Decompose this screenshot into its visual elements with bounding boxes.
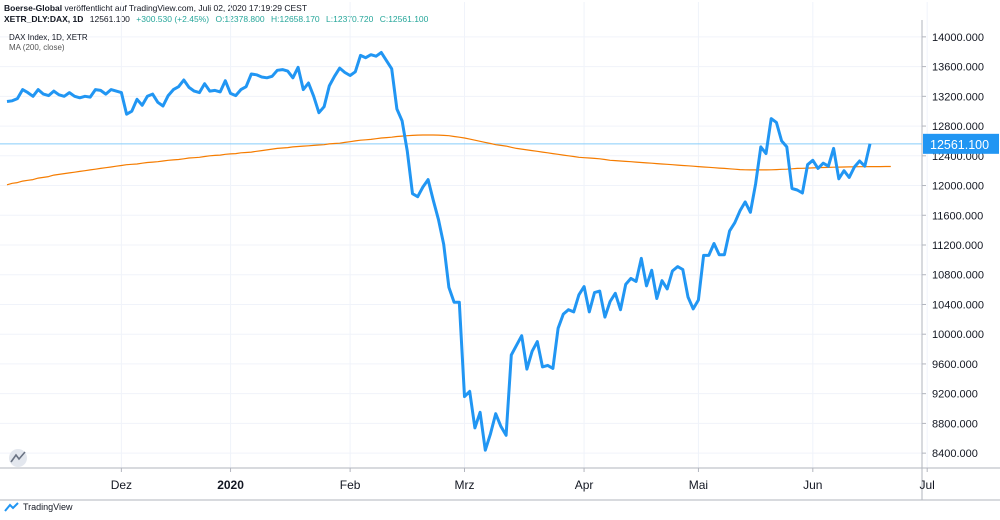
x-tick-label: Jul (920, 478, 935, 492)
y-tick-label: 13200.000 (932, 91, 984, 103)
publish-text: veröffentlicht auf TradingView.com, Juli… (64, 3, 308, 13)
grid-lines (0, 2, 928, 468)
price-line (6, 51, 872, 452)
y-tick-label: 10000.000 (932, 329, 984, 341)
x-tick-label: Feb (340, 478, 361, 492)
brand-label: TradingView (23, 502, 73, 512)
y-tick-label: 12000.000 (932, 181, 984, 193)
series-legend: DAX Index, 1D, XETR (9, 33, 88, 42)
open-value: O:12378.800 (215, 14, 265, 24)
axes (0, 20, 1000, 501)
y-tick-label: 11600.000 (932, 210, 983, 222)
y-tick-label: 10800.000 (932, 270, 984, 282)
y-tick-label: 12800.000 (932, 121, 984, 133)
last-price-badge-bg (923, 133, 999, 154)
x-tick-label: Apr (575, 478, 594, 492)
y-tick-label: 8400.000 (932, 448, 978, 460)
last-price-badge-text: 12561.100 (930, 138, 989, 152)
y-tick-label: 13600.000 (932, 62, 984, 74)
x-tick-label: Mai (689, 478, 708, 492)
y-tick-label: 14000.000 (932, 32, 984, 44)
close-value: C:12561.100 (379, 14, 429, 24)
footer-brand[interactable]: TradingView (4, 502, 73, 512)
x-axis-labels: Dez 2020 Feb Mrz Apr Mai Jun Jul (111, 478, 935, 492)
ma-legend: MA (200, close) (9, 43, 65, 52)
publish-info: Boerse-Global veröffentlicht auf Trading… (4, 3, 307, 13)
y-tick-label: 11200.000 (932, 240, 983, 252)
tradingview-logo-icon (4, 502, 19, 512)
y-tick-label: 9200.000 (932, 389, 978, 401)
publisher-name: Boerse-Global (4, 3, 63, 13)
y-tick-label: 8800.000 (932, 418, 978, 430)
ma-line (6, 134, 891, 186)
y-tick-label: 10400.000 (932, 299, 984, 311)
watermark-glyph (10, 451, 26, 463)
last-price-badge: 12561.100 (923, 133, 999, 154)
tradingview-watermark-icon (9, 449, 27, 467)
y-tick-label: 9600.000 (932, 359, 978, 371)
last-price: 12561.100 (89, 14, 130, 24)
high-value: H:12658.170 (270, 14, 320, 24)
x-tick-label: Jun (803, 478, 822, 492)
symbol-label: XETR_DLY:DAX, 1D (4, 14, 84, 24)
plot-area[interactable] (0, 51, 922, 452)
y-axis-labels: 8400.000 8800.000 9200.000 9600.000 10000.00… (932, 32, 984, 460)
x-tick-label: Mrz (454, 478, 474, 492)
change-value: +300.530 (+2.45%) (136, 14, 210, 24)
x-tick-label: 2020 (217, 478, 244, 492)
x-tick-label: Dez (111, 478, 132, 492)
